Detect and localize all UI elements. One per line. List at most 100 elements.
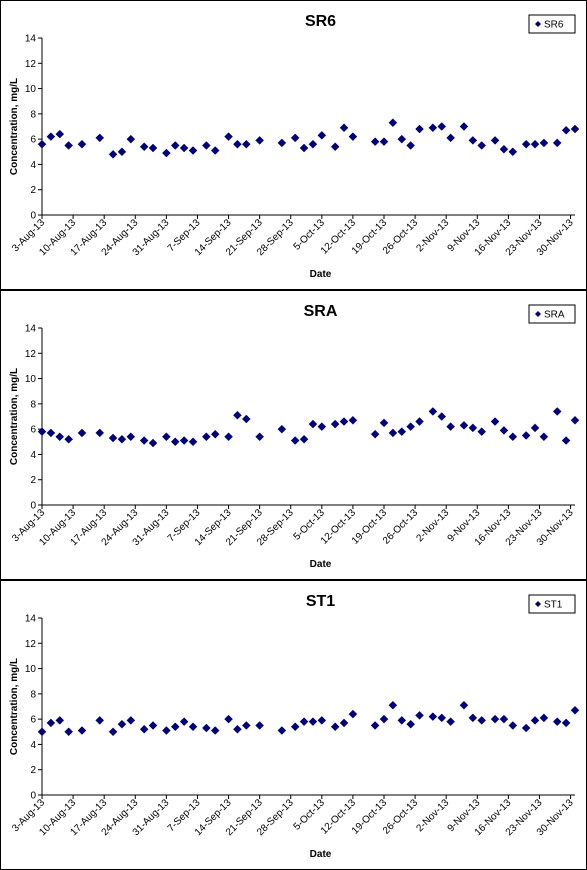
y-tick-label: 2 [30, 765, 36, 776]
data-point [139, 724, 149, 734]
data-point [561, 718, 571, 728]
data-point [561, 436, 571, 445]
legend-label: ST1 [544, 600, 563, 611]
y-tick-label: 10 [25, 664, 37, 675]
data-point [126, 134, 136, 144]
y-tick-label: 0 [30, 211, 36, 222]
data-point [55, 129, 65, 139]
data-point [437, 412, 447, 421]
data-point [397, 134, 407, 144]
data-point [428, 123, 438, 133]
legend-label: SR6 [544, 20, 564, 31]
data-point [37, 139, 47, 149]
y-tick-label: 14 [25, 324, 37, 335]
data-point [162, 432, 171, 442]
data-point [370, 429, 380, 439]
data-point [339, 718, 349, 728]
data-point [570, 124, 580, 134]
data-point [437, 122, 447, 131]
data-point [64, 727, 74, 737]
data-point [370, 137, 380, 147]
data-point [37, 727, 47, 737]
data-point [224, 132, 233, 141]
data-point [77, 428, 87, 438]
data-point [317, 716, 327, 725]
y-tick-label: 6 [30, 715, 36, 726]
data-point [330, 419, 340, 429]
y-axis-label: Concentration, mg/L [9, 368, 20, 465]
data-point [521, 139, 531, 149]
data-point [233, 410, 242, 420]
data-point [561, 125, 571, 135]
data-point [290, 722, 300, 732]
data-point [188, 722, 198, 732]
y-tick-label: 6 [30, 425, 36, 436]
y-tick-label: 8 [30, 399, 36, 410]
data-point [317, 422, 327, 431]
data-point [552, 138, 562, 148]
data-point [277, 726, 287, 735]
data-point [406, 422, 416, 431]
data-point [415, 417, 424, 426]
y-tick-label: 10 [25, 84, 37, 95]
legend-box [528, 594, 576, 614]
data-point [552, 717, 562, 727]
data-point [428, 712, 438, 721]
data-point [299, 717, 309, 727]
data-point [437, 713, 447, 723]
data-point [162, 148, 171, 158]
chart-title: SRA [304, 303, 338, 320]
x-axis-label: Date [310, 559, 332, 570]
y-axis-label: Concentration, mg/L [9, 658, 20, 755]
data-point [477, 716, 487, 725]
data-point [330, 722, 340, 732]
data-point [255, 432, 264, 442]
data-point [210, 726, 220, 735]
data-point [415, 710, 424, 720]
data-point [415, 124, 424, 134]
data-point [348, 709, 358, 719]
data-point [188, 437, 198, 447]
chart-svg: ST1024681012143-Aug-1310-Aug-1317-Aug-13… [0, 580, 587, 870]
data-point [290, 436, 300, 445]
y-tick-label: 10 [25, 374, 37, 385]
data-point [148, 438, 158, 448]
chart-panel-sra: SRA 0 2 4 6 8 10 12 14 3-Aug-13 10-Aug-13 17-Aug-13… [0, 290, 587, 580]
data-point [508, 147, 518, 157]
chart-svg: SRA024681012143-Aug-1310-Aug-1317-Aug-13… [0, 290, 587, 580]
legend-marker [535, 601, 541, 607]
chart-svg: SR6024681012143-Aug-1310-Aug-1317-Aug-13… [0, 0, 587, 290]
data-point [521, 431, 531, 440]
y-tick-label: 2 [30, 185, 36, 196]
data-point [188, 146, 198, 155]
data-point [397, 427, 407, 437]
y-tick-label: 4 [30, 450, 36, 461]
data-point [477, 427, 487, 437]
data-point [406, 719, 416, 729]
data-point [77, 139, 87, 149]
data-point [468, 423, 478, 433]
y-tick-label: 14 [25, 34, 37, 45]
data-point [241, 139, 251, 149]
y-axis-label: Concentration, mg/L [9, 78, 20, 175]
legend-marker [535, 311, 541, 317]
data-point [379, 418, 389, 428]
data-point [446, 422, 455, 431]
data-point [179, 143, 189, 153]
data-point [46, 428, 56, 438]
data-point [499, 714, 509, 724]
data-point [552, 407, 562, 416]
data-point [530, 139, 540, 149]
data-point [299, 434, 309, 444]
data-point [290, 133, 300, 143]
data-point [468, 136, 478, 145]
data-point [126, 432, 136, 442]
data-point [308, 419, 318, 429]
data-point [330, 142, 340, 152]
data-point [148, 721, 158, 730]
data-point [428, 407, 438, 416]
data-point [95, 133, 105, 143]
data-point [139, 142, 149, 152]
data-point [370, 721, 380, 730]
